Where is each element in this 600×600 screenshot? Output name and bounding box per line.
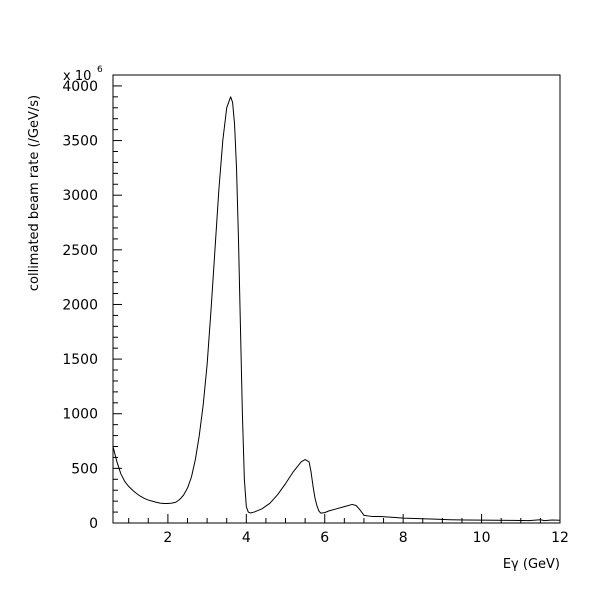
x-axis-ticks: 2 4 6 8 10 12 bbox=[128, 514, 569, 546]
y-tick-label: 3000 bbox=[62, 188, 98, 204]
x-axis-label: Eγ (GeV) bbox=[503, 557, 560, 572]
y-tick-label: 0 bbox=[89, 516, 98, 532]
y-tick-label: 4000 bbox=[62, 79, 98, 95]
y-tick-label: 1000 bbox=[62, 407, 98, 423]
x-tick-label: 8 bbox=[399, 530, 408, 546]
x-tick-label: 4 bbox=[242, 530, 251, 546]
y-tick-label: 2000 bbox=[62, 297, 98, 313]
y-multiplier-exponent: 6 bbox=[97, 65, 103, 75]
y-tick-label: 3500 bbox=[62, 134, 98, 150]
series-layer bbox=[112, 96, 561, 522]
y-tick-label: 2500 bbox=[62, 243, 98, 259]
y-multiplier-label: x 10 bbox=[63, 69, 91, 84]
series-line bbox=[112, 96, 561, 522]
y-axis-ticks: 0 500 1000 1500 2000 2500 3000 3500 4000 bbox=[62, 74, 122, 532]
plot-frame bbox=[112, 74, 561, 524]
x-tick-label: 10 bbox=[473, 530, 491, 546]
x-tick-label: 2 bbox=[163, 530, 172, 546]
y-axis-label: collimated beam rate (/GeV/s) bbox=[27, 95, 42, 291]
x-tick-label: 12 bbox=[551, 530, 569, 546]
x-tick-label: 6 bbox=[320, 530, 329, 546]
y-tick-label: 1500 bbox=[62, 352, 98, 368]
y-tick-label: 500 bbox=[71, 461, 98, 477]
